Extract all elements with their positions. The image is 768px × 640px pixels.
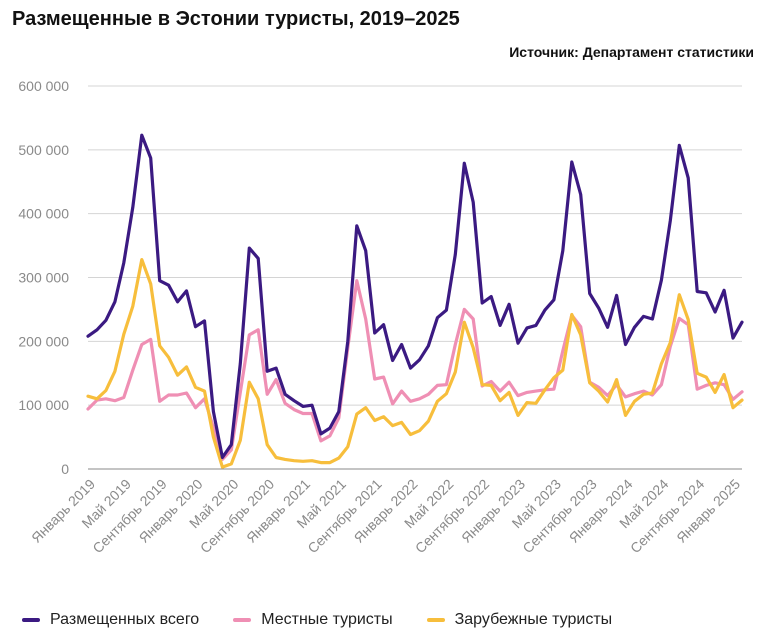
y-tick-label: 100 000 xyxy=(18,397,69,413)
y-tick-label: 600 000 xyxy=(18,78,69,94)
legend-item-local: Местные туристы xyxy=(233,611,393,629)
legend-item-total: Размещенных всего xyxy=(22,611,199,629)
y-tick-label: 0 xyxy=(61,461,69,477)
legend-swatch-local xyxy=(233,618,252,622)
y-tick-label: 200 000 xyxy=(18,333,69,349)
line-chart: 0 100 000 200 000 300 000 400 000 500 000 600 … xyxy=(18,78,744,556)
series-line-local xyxy=(86,279,744,461)
chart-legend: Размещенных всего Местные туристы Зарубе… xyxy=(22,611,646,629)
legend-swatch-total xyxy=(22,618,40,622)
series-line-total xyxy=(86,133,744,460)
legend-swatch-foreign xyxy=(426,618,445,622)
legend-item-foreign: Зарубежные туристы xyxy=(426,611,613,629)
series-line-foreign xyxy=(86,258,744,469)
legend-label-foreign: Зарубежные туристы xyxy=(454,611,613,628)
chart-title: Размещенные в Эстонии туристы, 2019–2025 xyxy=(12,8,460,30)
y-tick-label: 300 000 xyxy=(18,270,69,286)
y-tick-label: 400 000 xyxy=(18,206,69,222)
y-tick-label: 500 000 xyxy=(18,142,69,158)
legend-label-local: Местные туристы xyxy=(261,611,393,628)
chart-source: Источник: Департамент статистики xyxy=(509,44,754,60)
legend-label-total: Размещенных всего xyxy=(50,611,200,628)
